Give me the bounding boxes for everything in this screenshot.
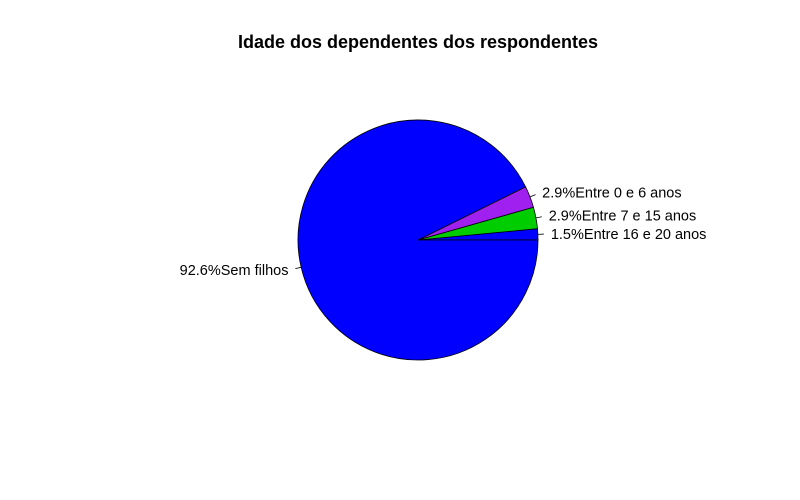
pie-label-0: 1.5%Entre 16 e 20 anos — [551, 227, 707, 243]
pie-label-3: 92.6%Sem filhos — [180, 263, 289, 279]
pie-slice-3 — [297, 119, 539, 361]
pie-label-1: 2.9%Entre 7 e 15 anos — [549, 209, 697, 225]
chart-title: Idade dos dependentes dos respondentes — [238, 32, 598, 52]
pie-leader-line-3 — [295, 266, 302, 270]
pie-leader-line-2 — [529, 194, 536, 198]
pie-leader-line-1 — [535, 216, 542, 219]
pie-slices — [297, 119, 539, 361]
pie-labels: 1.5%Entre 16 e 20 anos 2.9%Entre 7 e 15 a… — [180, 186, 707, 280]
pie-label-2: 2.9%Entre 0 e 6 anos — [542, 186, 681, 202]
